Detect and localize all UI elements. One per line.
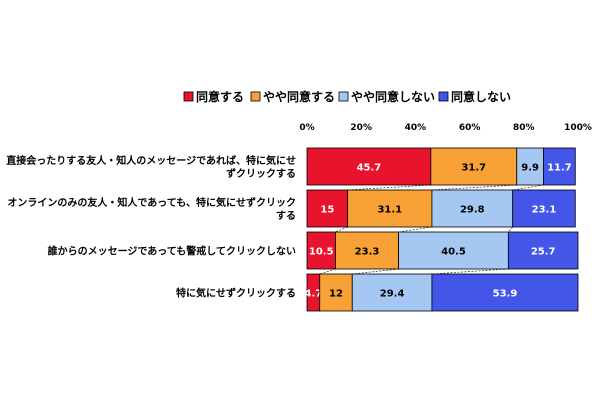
legend-label-1: やや同意する xyxy=(263,89,335,104)
data-label-0-1: 31.7 xyxy=(461,163,486,174)
category-label-2-0: 誰からのメッセージであっても警戒してクリックしない xyxy=(48,245,296,258)
legend-label-3: 同意しない xyxy=(451,89,511,104)
x-tick-label-0: 0% xyxy=(299,123,314,133)
data-label-3-0: 4.7 xyxy=(305,289,323,300)
data-label-0-0: 45.7 xyxy=(357,163,382,174)
bar-segment-1-0 xyxy=(306,189,349,228)
legend-swatch-3 xyxy=(438,91,449,102)
category-labels: 直接会ったりする友人・知人のメッセージであれば、特に気にせずクリックするオンライ… xyxy=(6,154,296,300)
legend-swatch-2 xyxy=(338,91,349,102)
data-label-2-0: 10.5 xyxy=(309,247,334,258)
connector-line xyxy=(319,268,336,275)
category-label-0-1: ずクリックする xyxy=(226,167,296,180)
connector-lines xyxy=(319,184,544,275)
bar-segment-0-1 xyxy=(430,147,518,186)
data-label-1-3: 23.1 xyxy=(532,205,557,216)
data-label-2-1: 23.3 xyxy=(355,247,380,258)
data-label-2-3: 25.7 xyxy=(531,247,556,258)
connector-line xyxy=(508,226,513,233)
category-label-0-0: 直接会ったりする友人・知人のメッセージであれば、特に気にせ xyxy=(6,154,296,167)
data-label-3-3: 53.9 xyxy=(493,289,518,300)
bar-segment-1-2 xyxy=(431,189,514,228)
bar-segment-3-2 xyxy=(351,273,433,312)
x-tick-label-5: 100% xyxy=(564,123,592,133)
legend-label-2: やや同意しない xyxy=(351,89,435,104)
category-label-1-0: オンラインのみの友人・知人であっても、特に気にせずクリック xyxy=(7,196,296,209)
data-label-1-0: 15 xyxy=(320,205,334,216)
data-label-1-1: 31.1 xyxy=(377,205,402,216)
x-axis-ticks: 0% 20% 40% 60% 80% 100% xyxy=(299,123,592,133)
data-label-0-3: 11.7 xyxy=(547,163,572,174)
x-tick-label-1: 20% xyxy=(350,123,372,133)
data-label-2-2: 40.5 xyxy=(441,247,466,258)
legend-swatch-1 xyxy=(250,91,261,102)
data-label-3-1: 12 xyxy=(329,289,343,300)
connector-line xyxy=(352,268,399,275)
category-label-3-0: 特に気にせずクリックする xyxy=(176,287,296,300)
x-tick-label-4: 80% xyxy=(513,123,535,133)
bars: 45.7 31.7 9.9 11.7 15 31.1 29.8 23.1 10.5 23.3 40.… xyxy=(305,147,579,312)
bar-segment-2-0 xyxy=(306,231,336,270)
bar-segment-2-2 xyxy=(398,231,509,270)
legend-swatch-0 xyxy=(183,91,194,102)
bar-segment-1-1 xyxy=(347,189,433,228)
bar-segment-0-3 xyxy=(543,147,576,186)
legend: 同意する やや同意する やや同意しない 同意しない xyxy=(183,89,511,104)
legend-label-0: 同意する xyxy=(196,89,244,104)
connector-line xyxy=(347,184,431,191)
data-label-0-2: 9.9 xyxy=(521,163,539,174)
connector-line xyxy=(335,226,348,233)
bar-segment-0-0 xyxy=(306,147,432,186)
category-label-1-1: する xyxy=(276,210,296,222)
connector-line xyxy=(431,184,517,191)
data-label-1-2: 29.8 xyxy=(460,205,485,216)
x-tick-label-2: 40% xyxy=(405,123,427,133)
bar-segment-3-3 xyxy=(431,273,579,312)
bar-segment-2-3 xyxy=(507,231,579,270)
bar-segment-1-3 xyxy=(512,189,576,228)
connector-line xyxy=(398,226,432,233)
connector-line xyxy=(431,268,509,275)
connector-line xyxy=(512,184,544,191)
data-label-3-2: 29.4 xyxy=(380,289,405,300)
x-tick-label-3: 60% xyxy=(459,123,481,133)
